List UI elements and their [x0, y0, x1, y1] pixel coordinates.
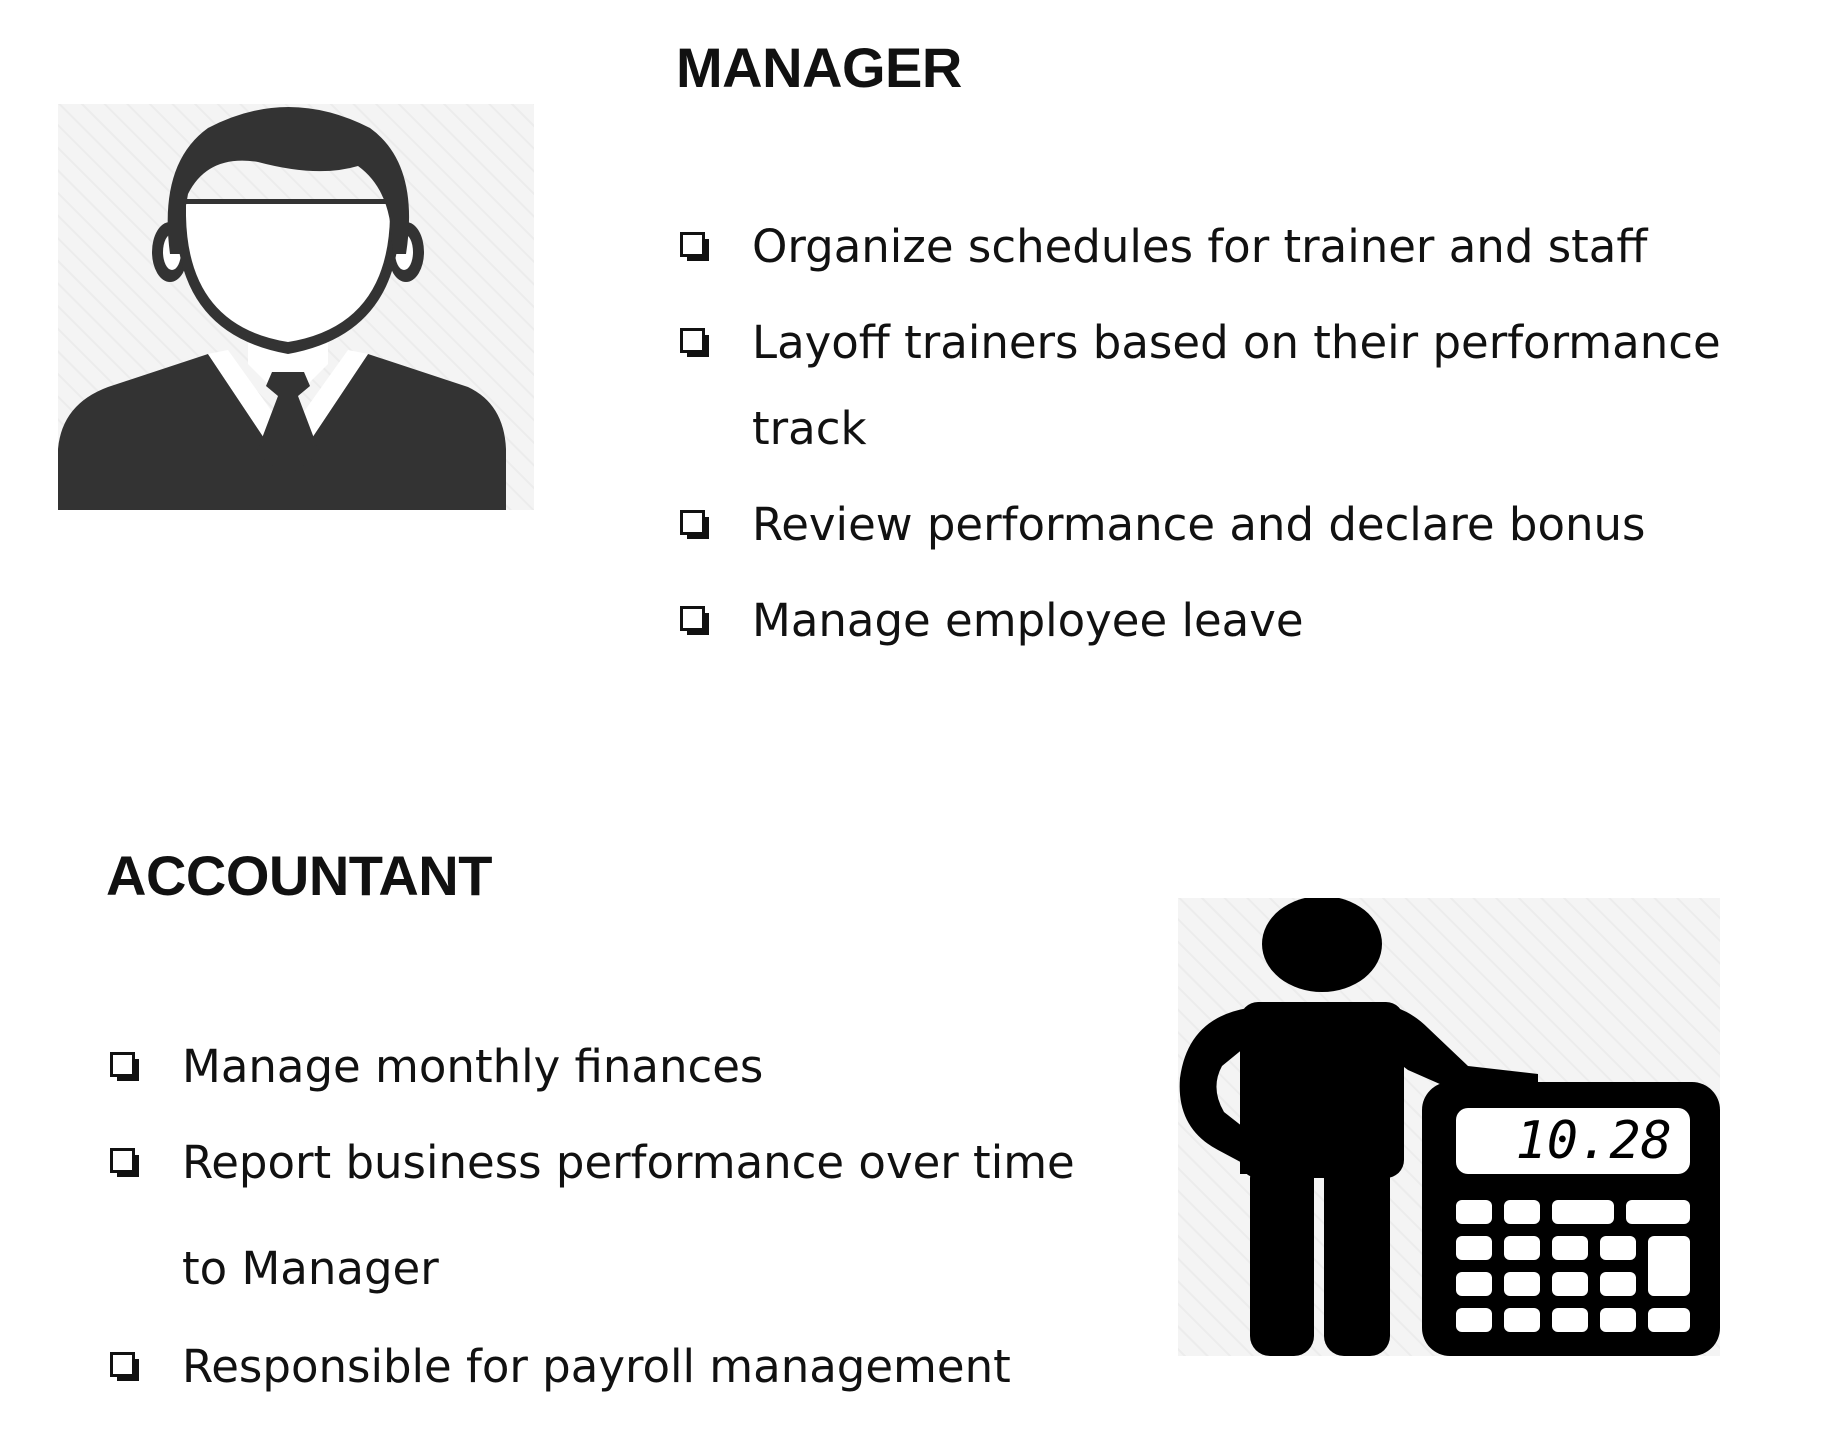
- manager-duty-text: Manage employee leave: [752, 594, 1304, 647]
- person-with-calculator-icon: 10.28: [1178, 898, 1720, 1356]
- accountant-duty-text: Responsible for payroll management: [182, 1340, 1011, 1393]
- checkbox-icon: [110, 1314, 140, 1420]
- list-item: Organize schedules for trainer and staff: [676, 204, 1776, 290]
- accountant-duty-text: Report business performance over time to…: [182, 1136, 1075, 1295]
- businessman-icon: [58, 104, 534, 510]
- checkbox-icon: [110, 1110, 140, 1216]
- list-item: Responsible for payroll management: [106, 1314, 1126, 1420]
- manager-title: MANAGER: [676, 36, 962, 99]
- list-item: Report business performance over time to…: [106, 1110, 1126, 1322]
- accountant-duty-text: Manage monthly finances: [182, 1040, 764, 1093]
- accountant-duty-list: Manage monthly finances Report business …: [106, 1014, 1126, 1412]
- checkbox-icon: [680, 204, 710, 290]
- checkbox-icon: [680, 578, 710, 664]
- checkbox-icon: [680, 482, 710, 568]
- manager-duty-text: Review performance and declare bonus: [752, 498, 1646, 551]
- list-item: Manage employee leave: [676, 578, 1776, 664]
- manager-duty-list: Organize schedules for trainer and staff…: [676, 204, 1776, 674]
- list-item: Manage monthly finances: [106, 1014, 1126, 1120]
- list-item: Layoff trainers based on their performan…: [676, 300, 1776, 472]
- checkbox-icon: [110, 1014, 140, 1120]
- accountant-title: ACCOUNTANT: [106, 844, 492, 907]
- manager-duty-text: Layoff trainers based on their performan…: [752, 316, 1721, 455]
- manager-duty-text: Organize schedules for trainer and staff: [752, 220, 1648, 273]
- checkbox-icon: [680, 300, 710, 386]
- list-item: Review performance and declare bonus: [676, 482, 1776, 568]
- calculator-display: 10.28: [1515, 1111, 1672, 1171]
